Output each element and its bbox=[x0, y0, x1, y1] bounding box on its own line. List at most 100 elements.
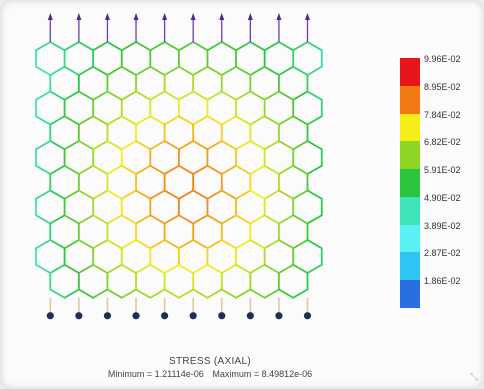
lattice-strut bbox=[77, 189, 95, 200]
maximum-value: Maximum = 8.49812e-06 bbox=[212, 369, 313, 379]
lattice-strut bbox=[206, 164, 223, 175]
load-arrow-icon bbox=[304, 13, 310, 20]
lattice-strut bbox=[92, 164, 109, 175]
lattice-strut bbox=[292, 288, 309, 299]
stress-color-legend bbox=[400, 58, 420, 309]
lattice-strut bbox=[135, 115, 152, 126]
lattice-strut bbox=[77, 90, 95, 101]
lattice-strut bbox=[149, 140, 166, 151]
lattice-strut bbox=[63, 164, 80, 175]
lattice-strut bbox=[263, 164, 280, 175]
lattice-strut bbox=[177, 263, 195, 274]
lattice-strut bbox=[263, 239, 280, 250]
support-node-icon bbox=[75, 312, 83, 320]
legend-swatch bbox=[400, 224, 420, 253]
lattice-strut bbox=[92, 115, 109, 126]
lattice-strut bbox=[49, 263, 66, 274]
lattice-strut bbox=[135, 41, 152, 52]
lattice-strut bbox=[235, 214, 252, 225]
lattice-strut bbox=[135, 164, 152, 175]
lattice-strut bbox=[220, 90, 237, 101]
lattice-strut bbox=[306, 164, 323, 175]
support-node-icon bbox=[303, 312, 312, 320]
lattice-strut bbox=[106, 140, 123, 151]
lattice-strut bbox=[177, 239, 195, 250]
lattice-strut bbox=[49, 164, 66, 175]
lattice-strut bbox=[106, 214, 123, 225]
lattice-strut bbox=[177, 140, 195, 151]
legend-label: 8.95E-02 bbox=[424, 81, 461, 92]
lattice-strut bbox=[149, 263, 166, 274]
lattice-strut bbox=[35, 263, 52, 274]
lattice-strut bbox=[192, 189, 209, 200]
lattice-strut bbox=[292, 65, 309, 76]
lattice-strut bbox=[192, 239, 209, 250]
lattice-strut bbox=[306, 41, 323, 52]
lattice-strut bbox=[35, 41, 52, 52]
lattice-strut bbox=[63, 214, 80, 225]
lattice-strut bbox=[192, 164, 209, 175]
load-arrow-icon bbox=[190, 13, 196, 20]
lattice-strut bbox=[206, 263, 223, 274]
expand-icon[interactable]: ⤡ bbox=[470, 372, 478, 383]
lattice-strut bbox=[177, 41, 195, 52]
support-node-icon bbox=[246, 312, 254, 320]
lattice-strut bbox=[63, 263, 80, 274]
lattice-strut bbox=[120, 288, 137, 299]
lattice-strut bbox=[120, 90, 137, 101]
lattice-strut bbox=[35, 239, 52, 250]
legend-swatch bbox=[400, 113, 420, 142]
lattice-strut bbox=[292, 189, 309, 200]
legend-swatch bbox=[400, 169, 420, 198]
lattice-strut bbox=[92, 214, 109, 225]
lattice-strut bbox=[292, 90, 309, 101]
lattice-strut bbox=[292, 214, 309, 225]
lattice-strut bbox=[63, 189, 80, 200]
lattice-strut bbox=[49, 239, 66, 250]
lattice-strut bbox=[306, 239, 323, 250]
lattice-strut bbox=[49, 214, 66, 225]
lattice-strut bbox=[220, 164, 237, 175]
lattice-strut bbox=[278, 189, 295, 200]
lattice-strut bbox=[206, 90, 223, 101]
lattice-strut bbox=[263, 288, 280, 299]
lattice-strut bbox=[177, 288, 195, 299]
lattice-strut bbox=[35, 90, 52, 101]
support-node-icon bbox=[275, 312, 283, 320]
legend-label: 6.82E-02 bbox=[424, 137, 461, 148]
lattice-strut bbox=[249, 164, 266, 175]
lattice-strut bbox=[263, 115, 280, 126]
lattice-strut bbox=[135, 90, 152, 101]
lattice-strut bbox=[206, 239, 223, 250]
lattice-strut bbox=[49, 288, 66, 299]
lattice-strut bbox=[192, 41, 209, 52]
lattice-strut bbox=[235, 263, 252, 274]
lattice-strut bbox=[77, 263, 95, 274]
load-arrow-icon bbox=[104, 13, 110, 20]
lattice-strut bbox=[263, 189, 280, 200]
lattice-strut bbox=[249, 214, 266, 225]
load-arrow-icon bbox=[76, 13, 82, 20]
lattice-strut bbox=[192, 263, 209, 274]
legend-label: 3.89E-02 bbox=[424, 220, 461, 231]
lattice-strut bbox=[278, 140, 295, 151]
lattice-strut bbox=[249, 90, 266, 101]
lattice-strut bbox=[192, 288, 209, 299]
lattice-strut bbox=[206, 140, 223, 151]
legend-swatch bbox=[400, 85, 420, 115]
support-node-icon bbox=[132, 312, 140, 320]
lattice-strut bbox=[120, 41, 137, 52]
lattice-strut bbox=[249, 263, 266, 274]
lattice-strut bbox=[106, 263, 123, 274]
lattice-strut bbox=[220, 115, 237, 126]
lattice-strut bbox=[163, 189, 180, 200]
lattice-strut bbox=[92, 189, 109, 200]
lattice-strut bbox=[163, 65, 180, 76]
lattice-strut bbox=[163, 288, 180, 299]
lattice-strut bbox=[163, 140, 180, 151]
lattice-strut bbox=[149, 115, 166, 126]
load-arrow-icon bbox=[276, 13, 282, 20]
lattice-strut bbox=[235, 41, 252, 52]
result-title: STRESS (AXIAL) bbox=[169, 356, 251, 367]
